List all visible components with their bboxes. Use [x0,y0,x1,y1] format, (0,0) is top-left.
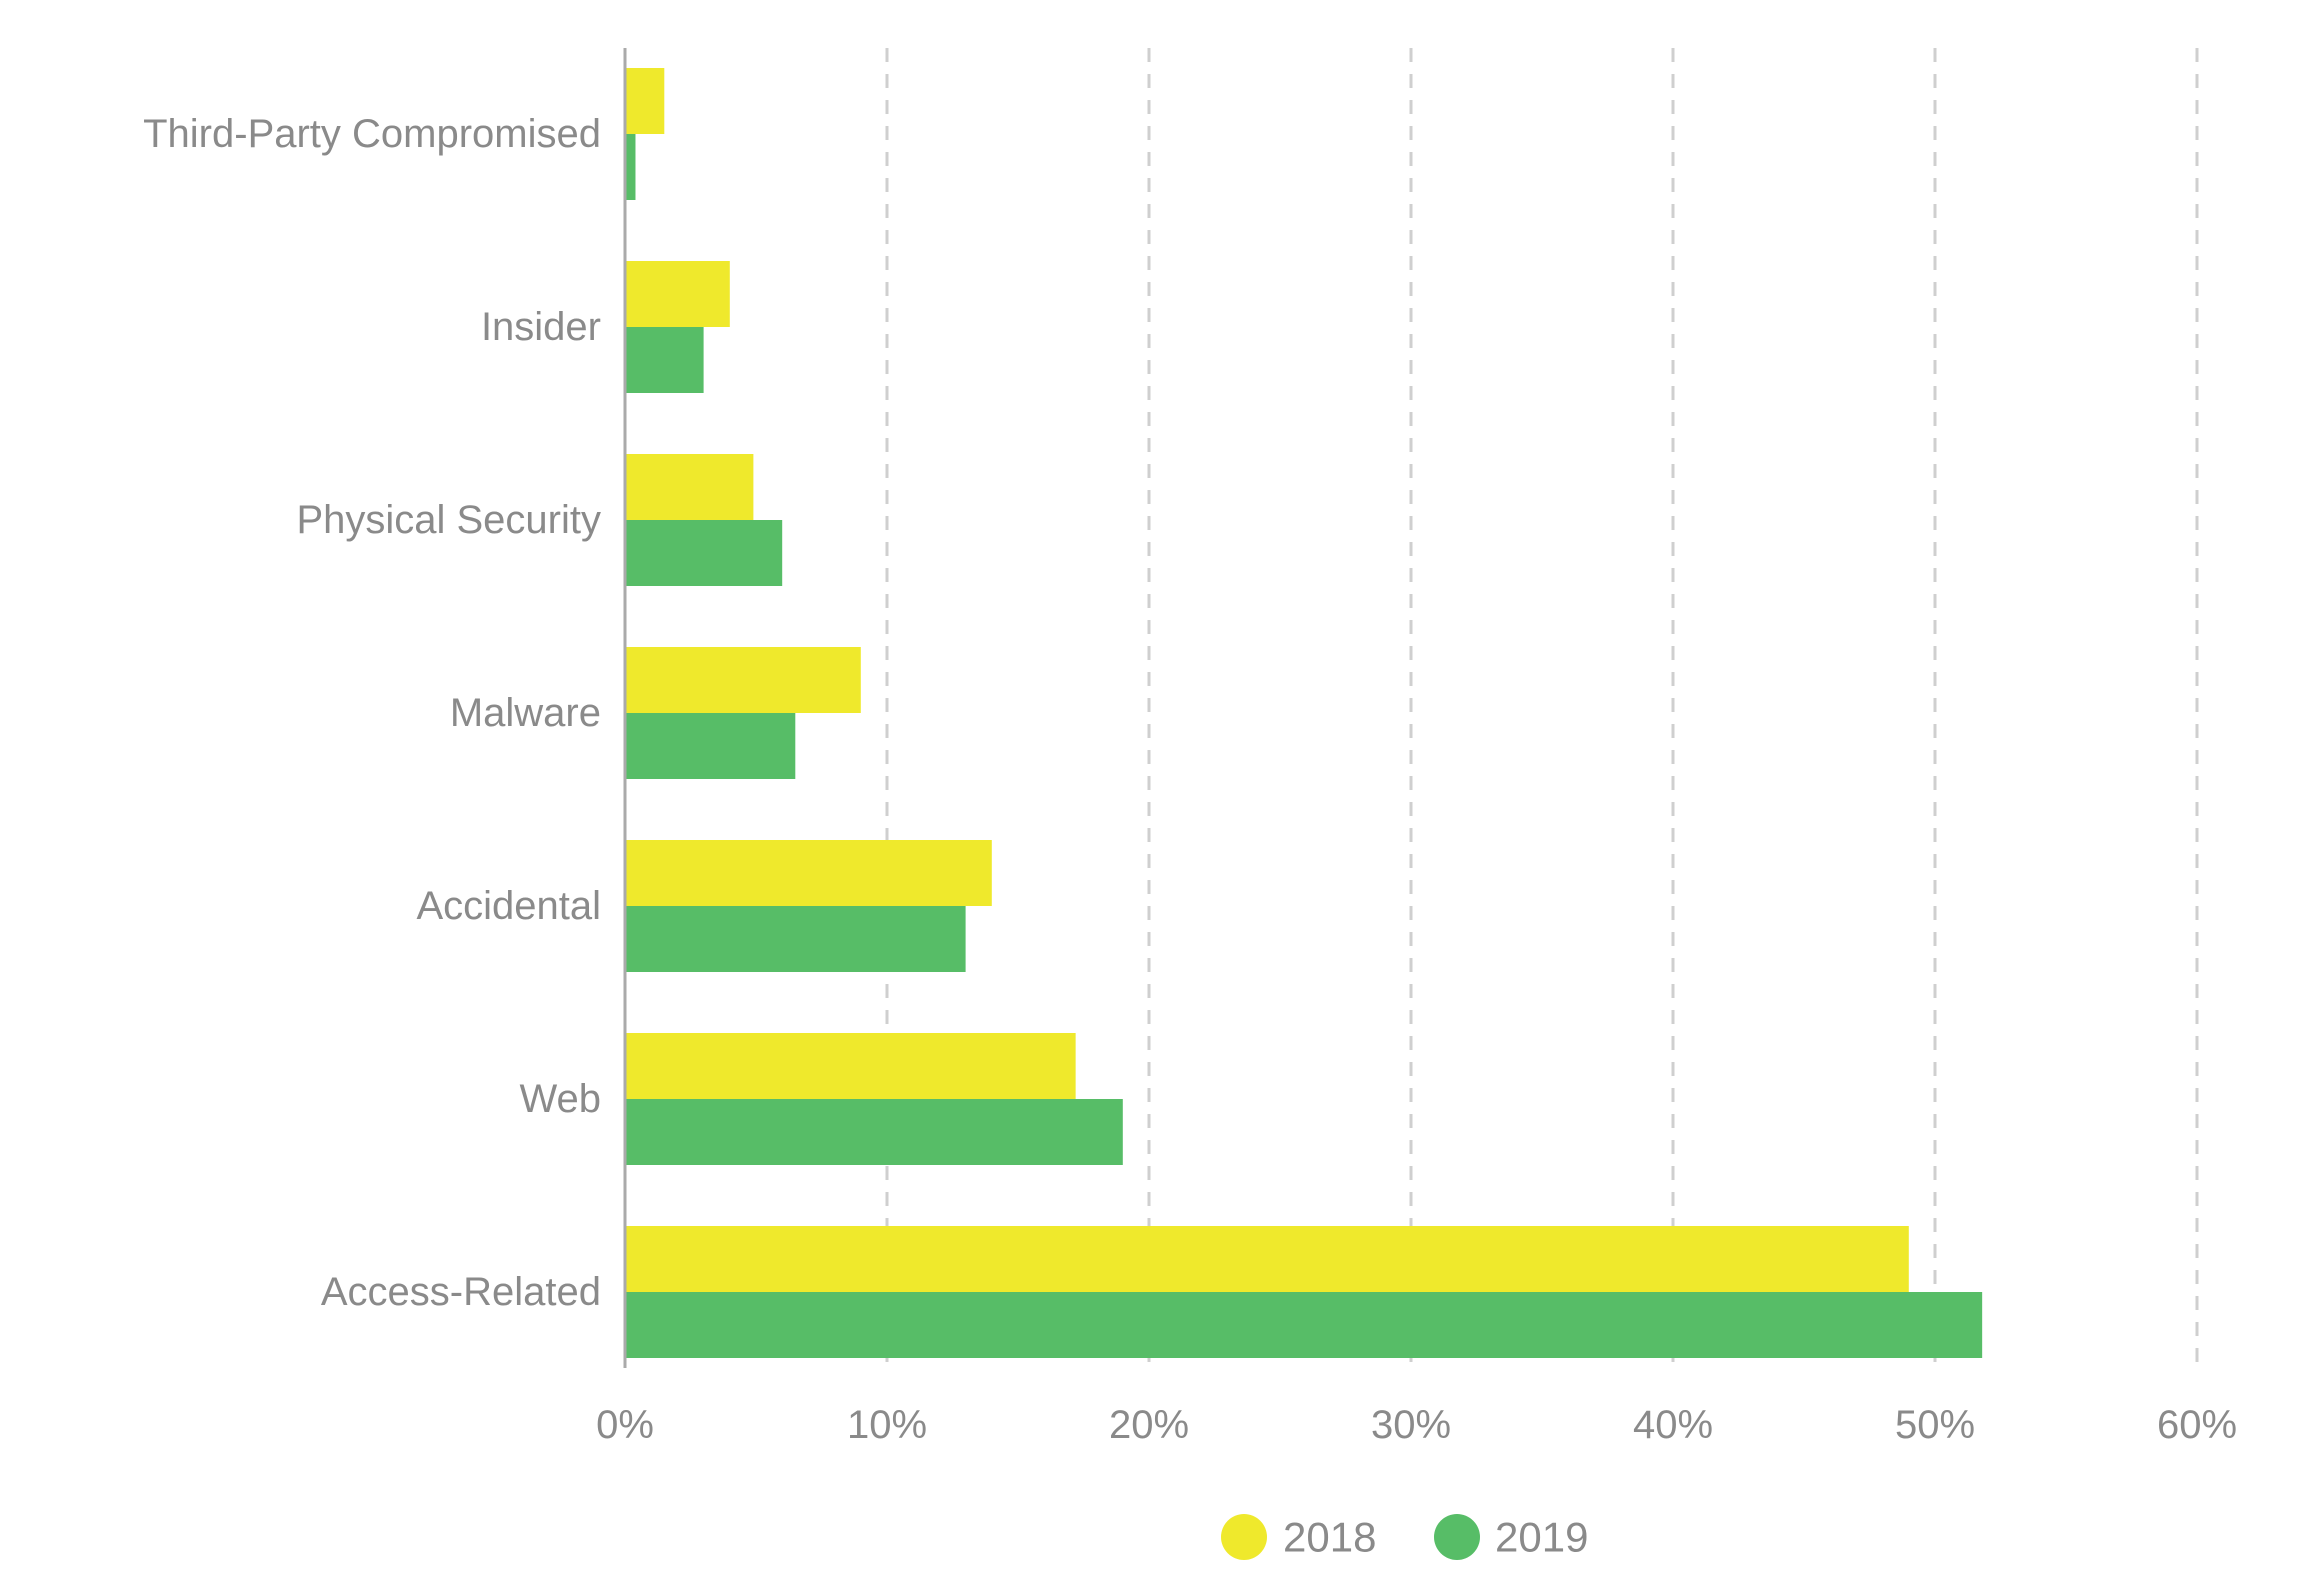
category-label-insider: Insider [481,305,601,349]
bar-web-2018 [625,1033,1076,1099]
x-tick-labels: 0% 10% 20% 30% 40% 50% 60% [596,1403,2237,1447]
x-tick-label-60pct: 60% [2157,1403,2237,1447]
x-tick-label-30pct: 30% [1371,1403,1451,1447]
bar-accidental-2019 [625,906,966,972]
bar-access-related-2018 [625,1226,1909,1292]
bar-third-party-compromised-2018 [625,68,665,134]
category-label-physical-security: Physical Security [296,498,601,542]
x-tick-label-0pct: 0% [596,1403,654,1447]
category-label-malware: Malware [450,691,601,735]
bar-insider-2018 [625,261,730,327]
x-tick-label-10pct: 10% [847,1403,927,1447]
bar-malware-2018 [625,647,861,713]
gridlines [885,48,2199,1368]
bar-physical-security-2019 [625,520,783,586]
bar-physical-security-2018 [625,454,754,520]
legend-label-2019: 2019 [1495,1514,1588,1561]
bars [625,68,1983,1358]
bar-web-2019 [625,1099,1123,1165]
category-label-access-related: Access-Related [321,1270,601,1314]
bar-third-party-compromised-2019 [625,134,636,200]
x-tick-label-50pct: 50% [1895,1403,1975,1447]
legend-swatch-2018 [1221,1514,1267,1560]
x-tick-label-40pct: 40% [1633,1403,1713,1447]
bar-malware-2019 [625,713,796,779]
category-label-accidental: Accidental [416,884,601,928]
bar-access-related-2019 [625,1292,1983,1358]
x-tick-label-20pct: 20% [1109,1403,1189,1447]
category-labels: Third-Party Compromised Insider Physical S… [143,112,601,1314]
bar-accidental-2018 [625,840,992,906]
bar-insider-2019 [625,327,704,393]
category-label-web: Web [519,1077,601,1121]
legend-label-2018: 2018 [1283,1514,1376,1561]
legend-swatch-2019 [1434,1514,1480,1560]
category-label-third-party-compromised: Third-Party Compromised [143,112,601,156]
legend: 2018 2019 [1221,1514,1588,1561]
